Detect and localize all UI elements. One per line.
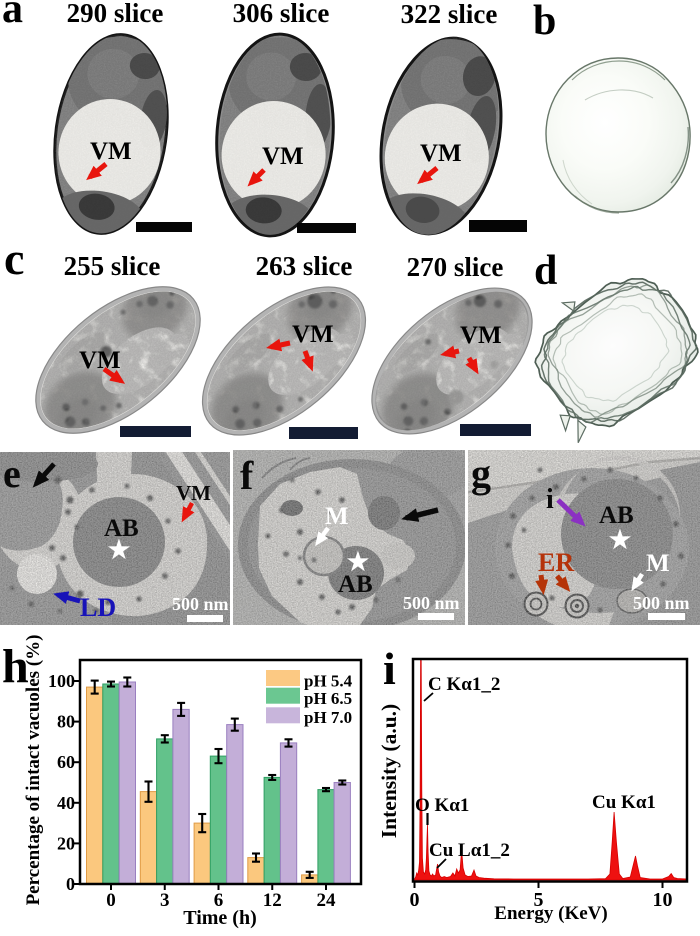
svg-text:VM: VM [460, 322, 502, 349]
svg-text:c: c [4, 233, 24, 284]
svg-text:i: i [546, 484, 554, 515]
svg-text:0: 0 [106, 890, 116, 911]
svg-text:60: 60 [57, 752, 75, 772]
svg-text:b: b [533, 0, 556, 44]
svg-text:270 slice: 270 slice [407, 252, 504, 282]
svg-text:VM: VM [90, 138, 132, 165]
svg-text:f: f [240, 453, 254, 498]
svg-text:290 slice: 290 slice [67, 0, 164, 28]
svg-text:0: 0 [410, 889, 420, 911]
svg-text:pH 7.0: pH 7.0 [304, 708, 352, 727]
svg-text:AB: AB [104, 515, 139, 542]
svg-text:★: ★ [108, 537, 131, 564]
svg-text:10: 10 [653, 889, 673, 911]
svg-text:322 slice: 322 slice [401, 0, 498, 29]
svg-text:VM: VM [79, 347, 121, 374]
svg-text:VM: VM [176, 481, 211, 505]
svg-text:AB: AB [599, 502, 634, 529]
svg-text:O Kα1: O Kα1 [415, 795, 469, 816]
svg-text:Intensity (a.u.): Intensity (a.u.) [377, 704, 401, 838]
svg-text:263 slice: 263 slice [256, 251, 353, 281]
svg-text:40: 40 [57, 793, 75, 813]
svg-text:100: 100 [48, 671, 75, 691]
svg-text:500 nm: 500 nm [403, 593, 460, 613]
svg-text:12: 12 [263, 890, 282, 911]
svg-text:20: 20 [57, 833, 75, 853]
svg-text:★: ★ [609, 527, 632, 554]
svg-text:a: a [2, 0, 23, 32]
svg-text:3: 3 [160, 890, 170, 911]
svg-text:e: e [3, 451, 21, 496]
svg-text:Percentage of intact vacuoles: Percentage of intact vacuoles (%) [23, 635, 44, 906]
svg-text:h: h [2, 640, 29, 693]
svg-text:5: 5 [534, 889, 544, 911]
svg-text:Cu Kα1: Cu Kα1 [592, 792, 656, 813]
svg-text:6: 6 [214, 890, 224, 911]
svg-text:Energy (KeV): Energy (KeV) [494, 903, 607, 924]
svg-text:i: i [383, 643, 396, 694]
svg-text:255 slice: 255 slice [64, 251, 161, 281]
svg-text:VM: VM [262, 143, 304, 170]
svg-text:Time (h): Time (h) [183, 907, 257, 929]
svg-text:24: 24 [317, 890, 337, 911]
svg-text:LD: LD [80, 593, 116, 622]
svg-text:VM: VM [292, 321, 334, 348]
svg-text:M: M [325, 503, 349, 530]
svg-text:C Kα1_2: C Kα1_2 [428, 674, 500, 695]
svg-text:0: 0 [66, 874, 75, 894]
svg-text:500 nm: 500 nm [172, 594, 229, 614]
svg-text:306 slice: 306 slice [233, 0, 330, 28]
svg-text:pH 6.5: pH 6.5 [304, 689, 352, 708]
svg-text:pH 5.4: pH 5.4 [304, 672, 353, 691]
svg-text:80: 80 [57, 712, 75, 732]
svg-text:★: ★ [347, 549, 370, 576]
svg-text:Cu Lα1_2: Cu Lα1_2 [429, 840, 510, 861]
svg-text:500 nm: 500 nm [633, 593, 690, 613]
svg-text:AB: AB [338, 571, 373, 598]
svg-text:g: g [471, 451, 491, 496]
svg-text:M: M [646, 550, 670, 577]
svg-text:d: d [534, 248, 557, 294]
svg-text:ER: ER [538, 548, 574, 577]
svg-text:VM: VM [420, 140, 462, 167]
